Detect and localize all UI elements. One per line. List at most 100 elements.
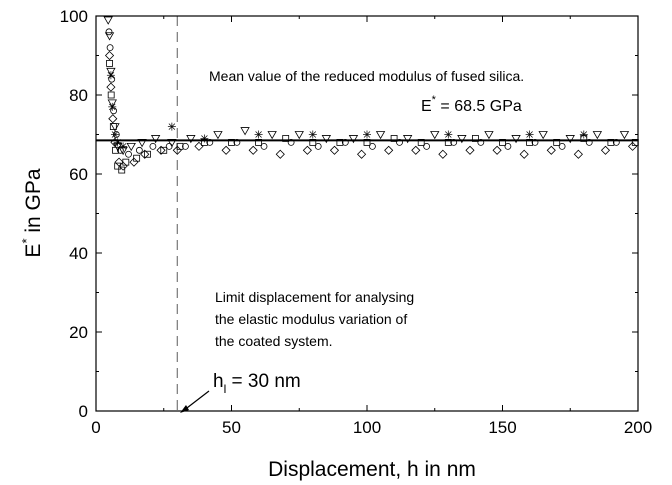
limit-description-line-1: Limit displacement for analysing: [215, 289, 414, 305]
data-point: [275, 149, 285, 159]
data-point: [423, 142, 431, 150]
data-point: [114, 162, 122, 170]
data-point: [396, 138, 403, 146]
data-point: [106, 44, 114, 51]
data-point: [402, 135, 413, 144]
data-point: [260, 142, 268, 150]
data-point: [248, 145, 258, 155]
data-point: [255, 138, 263, 146]
limit-description-line-2: the elastic modulus variation of: [215, 311, 407, 327]
limit-value-label: hl = 30 nm: [213, 371, 301, 396]
data-point: [369, 142, 376, 150]
data-point: [114, 157, 124, 167]
data-point: [287, 138, 295, 146]
data-point: [411, 145, 421, 155]
data-point: [444, 138, 452, 146]
y-tick-label: 80: [69, 86, 88, 105]
data-point: [526, 138, 533, 146]
data-point: [213, 131, 223, 140]
data-point: [149, 142, 157, 150]
data-point: [267, 131, 277, 140]
data-point: [390, 135, 398, 142]
data-point: [531, 138, 539, 146]
mean-description: Mean value of the reduced modulus of fus…: [209, 68, 524, 84]
data-point: [156, 145, 166, 155]
data-point: [221, 145, 231, 155]
y-tick-label: 100: [60, 7, 88, 26]
data-point: [430, 131, 440, 140]
data-point: [126, 142, 136, 152]
data-point: [103, 16, 113, 25]
data-point: [336, 138, 344, 146]
y-tick-label: 60: [69, 165, 88, 184]
data-point: [119, 142, 128, 151]
data-point: [106, 82, 116, 92]
data-markers: [96, 16, 639, 174]
data-point: [504, 142, 512, 150]
data-point: [553, 138, 561, 146]
data-point: [105, 28, 113, 36]
axes: 0 50 100 150 200 0 20 40 60 80 100: [60, 7, 653, 437]
data-point: [558, 142, 566, 150]
data-point: [228, 138, 235, 146]
data-point: [240, 127, 250, 136]
data-point: [104, 50, 115, 61]
data-point: [167, 138, 177, 148]
data-point: [477, 138, 485, 146]
data-point: [182, 142, 189, 150]
data-point: [160, 146, 168, 154]
data-point: [573, 149, 583, 159]
limit-description-line-3: the coated system.: [215, 333, 333, 349]
series-circle: [105, 28, 620, 158]
y-tick-label: 20: [69, 323, 88, 342]
data-point: [125, 150, 132, 158]
data-point: [110, 107, 118, 115]
data-point: [579, 130, 588, 139]
data-point: [309, 138, 317, 146]
data-point: [519, 149, 529, 159]
data-point: [329, 145, 340, 155]
data-point: [619, 131, 630, 140]
data-point: [254, 130, 263, 139]
data-point: [108, 75, 116, 83]
data-point: [600, 145, 611, 155]
data-point: [144, 150, 151, 158]
data-point: [438, 149, 448, 159]
data-point: [450, 138, 458, 146]
data-point: [135, 146, 143, 154]
data-point: [137, 138, 147, 148]
data-point: [348, 135, 359, 144]
data-point: [363, 130, 371, 139]
data-point: [133, 154, 141, 162]
data-point: [122, 158, 130, 166]
data-point: [107, 99, 117, 108]
data-point: [444, 130, 453, 139]
data-point: [106, 60, 113, 67]
data-point: [492, 145, 502, 155]
limit-arrow-head: [180, 405, 189, 413]
data-point: [538, 131, 548, 140]
data-point: [233, 138, 241, 146]
data-point: [186, 135, 196, 144]
x-tick-label: 200: [624, 418, 652, 437]
data-point: [471, 135, 479, 142]
data-point: [176, 142, 184, 150]
x-tick-label: 50: [222, 418, 241, 437]
data-point: [546, 145, 556, 155]
x-axis-title: Displacement, h in nm: [268, 458, 476, 481]
data-point: [104, 32, 115, 41]
data-point: [112, 146, 119, 154]
data-point: [167, 122, 176, 131]
data-point: [612, 138, 620, 146]
data-point: [110, 130, 119, 139]
data-point: [140, 149, 150, 159]
data-point: [357, 149, 367, 159]
x-tick-label: 100: [353, 418, 381, 437]
data-point: [314, 142, 322, 150]
data-point: [499, 138, 506, 146]
y-tick-label: 40: [69, 244, 88, 263]
data-point: [109, 123, 117, 130]
data-point: [457, 135, 467, 144]
data-point: [511, 135, 521, 144]
